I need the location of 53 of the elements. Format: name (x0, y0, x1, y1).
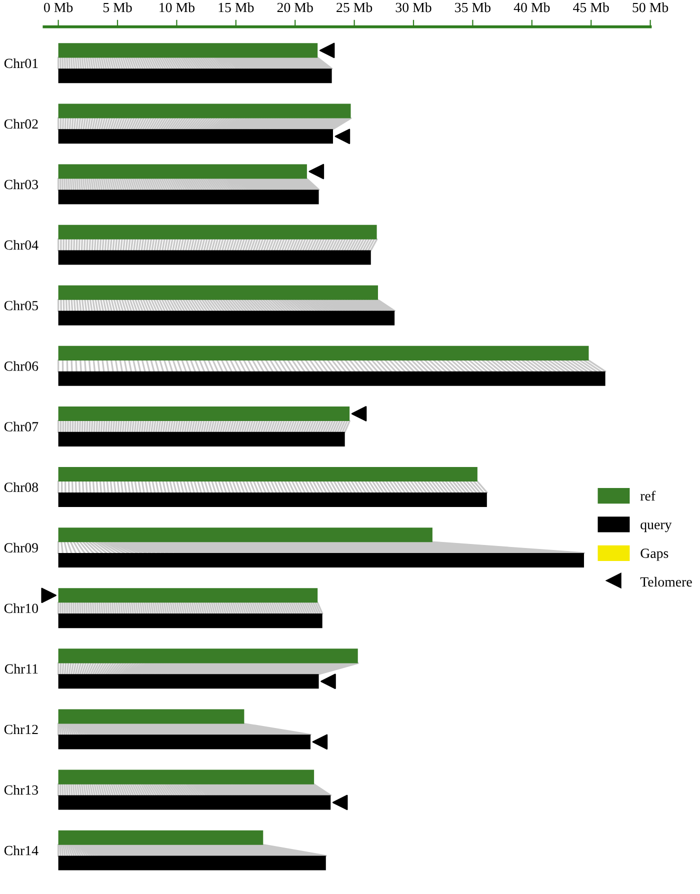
bar (58, 250, 371, 265)
y-tick-label: Chr07 (4, 422, 38, 432)
y-tick-label: Chr14 (4, 845, 38, 856)
bar (58, 43, 318, 58)
bar (58, 104, 351, 118)
bar (58, 371, 606, 386)
bar (58, 709, 244, 724)
bar (58, 492, 487, 507)
x-tick-label: 0 Mb (44, 2, 73, 12)
bar (58, 528, 432, 542)
legend-label: query (640, 522, 672, 532)
bar (58, 770, 314, 784)
y-tick-label: Chr01 (4, 58, 38, 68)
bar (58, 285, 378, 300)
x-tick-label: 5 Mb (103, 2, 132, 12)
y-tick-label: Chr12 (4, 724, 38, 734)
x-tick-label: 50 Mb (632, 2, 668, 12)
y-tick-label: Chr04 (4, 240, 38, 250)
bar (58, 406, 350, 422)
legend-label: Gaps (640, 548, 668, 561)
bar (58, 588, 318, 603)
x-tick-label: 25 Mb (336, 2, 372, 12)
y-tick-label: Chr08 (4, 482, 38, 492)
bar (58, 68, 332, 84)
bar (58, 553, 584, 568)
bar (58, 432, 345, 446)
x-tick-label: 40 Mb (514, 2, 550, 12)
bar (58, 164, 307, 179)
bar (58, 856, 326, 870)
x-tick-label: 30 Mb (396, 2, 432, 12)
bar (58, 310, 395, 326)
bar (58, 190, 319, 204)
y-tick-label: Chr13 (4, 784, 38, 795)
y-tick-label: Chr06 (4, 361, 38, 371)
legend-label: Telomere (640, 576, 692, 587)
x-tick-label: 45 Mb (573, 2, 609, 12)
y-tick-label: Chr05 (4, 300, 38, 310)
bar (58, 614, 322, 628)
x-tick-label: 10 Mb (160, 2, 195, 12)
bar (58, 224, 377, 240)
x-tick-label: 20 Mb (277, 2, 313, 12)
bar (58, 467, 478, 482)
y-tick-label: Chr02 (4, 118, 38, 129)
x-tick-label: 35 Mb (455, 2, 490, 12)
bar (58, 346, 589, 360)
legend-label: ref (640, 490, 656, 501)
y-tick-label: Chr10 (4, 603, 38, 614)
x-tick-label: 15 Mb (218, 2, 254, 12)
bar (58, 830, 264, 845)
y-tick-label: Chr03 (4, 179, 38, 190)
y-tick-label: Chr09 (4, 542, 38, 553)
y-tick-label: Chr11 (4, 664, 38, 674)
bar (58, 648, 358, 664)
